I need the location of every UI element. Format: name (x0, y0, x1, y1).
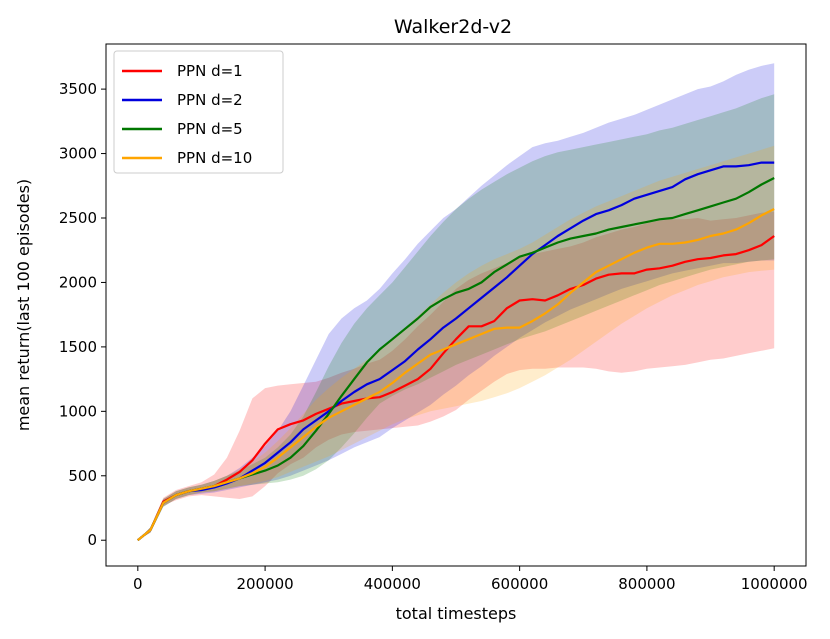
legend: PPN d=1 PPN d=2 PPN d=5 PPN d=10 (114, 51, 283, 173)
x-tick-label: 800000 (618, 575, 675, 593)
x-axis-label: total timesteps (396, 604, 517, 623)
x-tick-label: 1000000 (741, 575, 808, 593)
chart-title: Walker2d-v2 (394, 16, 512, 38)
legend-label-ppn-d-1: PPN d=1 (177, 62, 243, 80)
x-tick-label: 400000 (364, 575, 421, 593)
y-tick-label: 3000 (59, 145, 97, 163)
legend-label-ppn-d-5: PPN d=5 (177, 120, 243, 138)
y-tick-label: 500 (68, 467, 97, 485)
x-tick-label: 200000 (236, 575, 293, 593)
y-tick-label: 1000 (59, 402, 97, 420)
x-tick-label: 0 (133, 575, 143, 593)
y-tick-label: 1500 (59, 338, 97, 356)
legend-label-ppn-d-10: PPN d=10 (177, 149, 252, 167)
y-tick-label: 3500 (59, 80, 97, 98)
chart-root: Walker2d-v2 0 200000 400000 600000 800000 100… (0, 0, 830, 639)
y-axis-label: mean return(last 100 episodes) (14, 179, 33, 431)
legend-label-ppn-d-2: PPN d=2 (177, 91, 243, 109)
y-tick-label: 2000 (59, 273, 97, 291)
y-tick-label: 2500 (59, 209, 97, 227)
y-tick-label: 0 (87, 531, 97, 549)
x-tick-label: 600000 (491, 575, 548, 593)
